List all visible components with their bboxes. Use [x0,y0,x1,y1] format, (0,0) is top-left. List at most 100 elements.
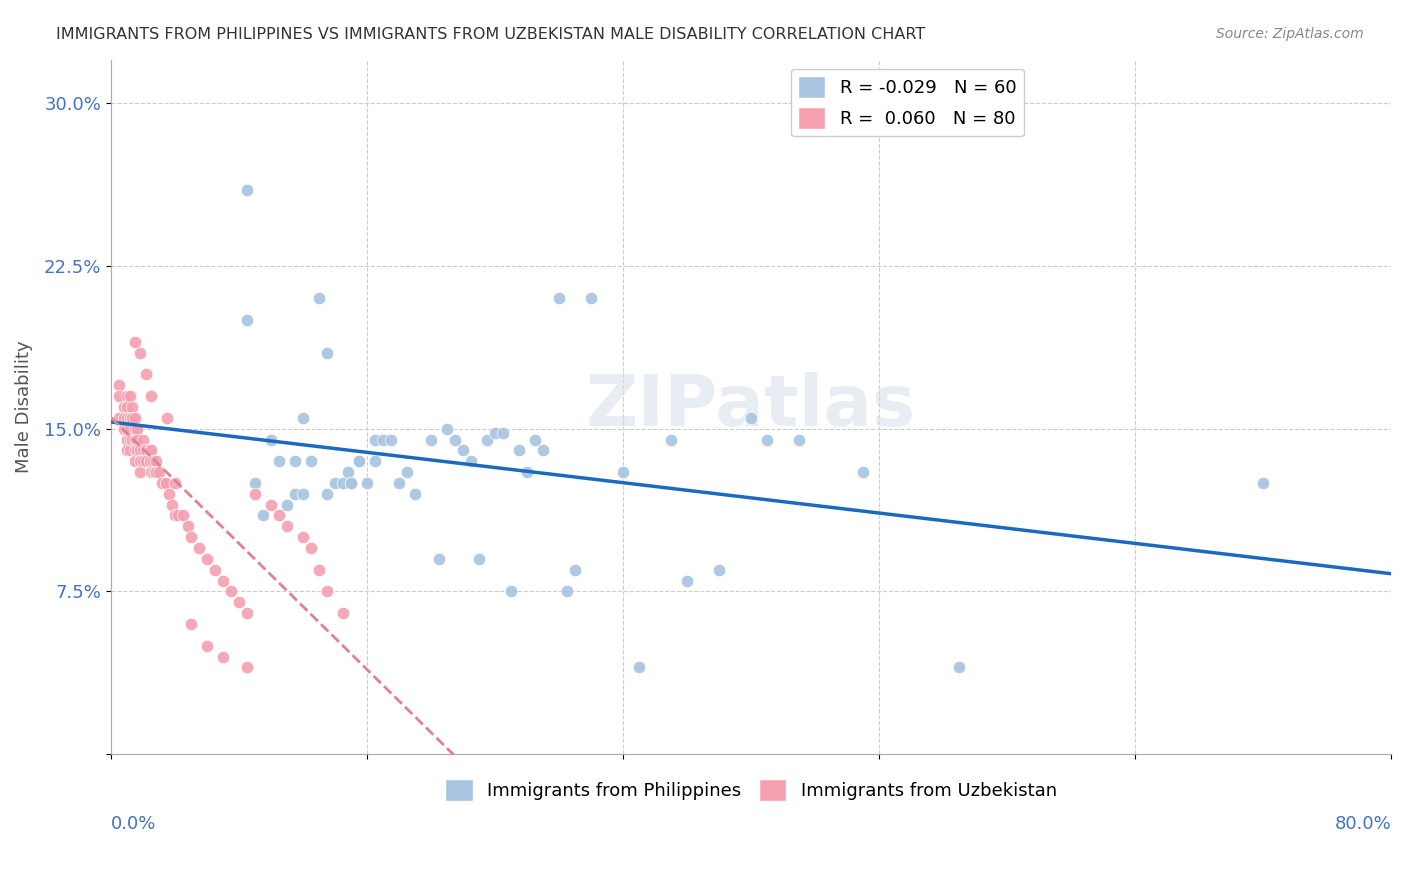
Point [142,454,165,468]
Point [121,433,143,447]
Point [125,443,148,458]
Point [120,422,142,436]
Point [948,660,970,674]
Point [484,425,506,440]
Point [120,389,142,403]
Point [284,454,307,468]
Point [468,552,491,566]
Point [120,433,142,447]
Point [129,443,152,458]
Point [124,334,146,349]
Point [475,433,498,447]
Point [135,368,157,382]
Point [236,660,259,674]
Point [579,292,602,306]
Point [316,584,339,599]
Text: ZIPatlas: ZIPatlas [586,373,917,442]
Point [124,433,146,447]
Point [260,498,283,512]
Point [120,410,142,425]
Point [364,454,387,468]
Point [172,508,194,523]
Point [269,454,291,468]
Point [707,563,730,577]
Point [212,574,235,588]
Point [132,443,155,458]
Text: 80.0%: 80.0% [1334,815,1391,833]
Point [115,443,138,458]
Point [145,454,167,468]
Point [787,433,810,447]
Point [125,433,148,447]
Point [132,433,155,447]
Point [1251,475,1274,490]
Point [112,400,135,414]
Point [323,475,346,490]
Point [628,660,651,674]
Text: Source: ZipAtlas.com: Source: ZipAtlas.com [1216,27,1364,41]
Point [292,530,315,544]
Point [276,498,298,512]
Point [121,410,143,425]
Point [155,475,177,490]
Point [531,443,554,458]
Point [129,345,152,359]
Point [115,422,138,436]
Point [388,475,411,490]
Point [120,443,142,458]
Point [156,410,179,425]
Point [112,422,135,436]
Point [564,563,586,577]
Point [143,465,166,479]
Point [148,465,170,479]
Point [115,400,138,414]
Point [160,498,183,512]
Point [612,465,634,479]
Point [427,552,450,566]
Point [152,475,174,490]
Point [243,487,266,501]
Point [228,595,250,609]
Point [195,639,218,653]
Point [252,508,274,523]
Point [308,563,330,577]
Point [292,410,315,425]
Text: 0.0%: 0.0% [111,815,156,833]
Point [332,475,354,490]
Point [347,454,370,468]
Point [676,574,699,588]
Point [292,487,315,501]
Point [157,487,180,501]
Point [284,487,307,501]
Point [204,563,226,577]
Point [167,508,190,523]
Point [124,410,146,425]
Point [115,410,138,425]
Point [108,389,131,403]
Point [852,465,875,479]
Point [125,422,148,436]
Point [756,433,779,447]
Point [129,465,152,479]
Point [180,530,202,544]
Point [112,410,135,425]
Point [501,584,523,599]
Point [180,617,202,632]
Point [308,292,330,306]
Point [356,475,378,490]
Point [492,425,515,440]
Point [108,410,131,425]
Point [380,433,402,447]
Point [336,465,359,479]
Point [373,433,395,447]
Point [364,433,387,447]
Point [141,465,163,479]
Point [145,465,167,479]
Point [165,508,187,523]
Point [548,292,571,306]
Point [316,345,339,359]
Point [124,422,146,436]
Point [132,454,155,468]
Point [177,519,200,533]
Point [460,454,482,468]
